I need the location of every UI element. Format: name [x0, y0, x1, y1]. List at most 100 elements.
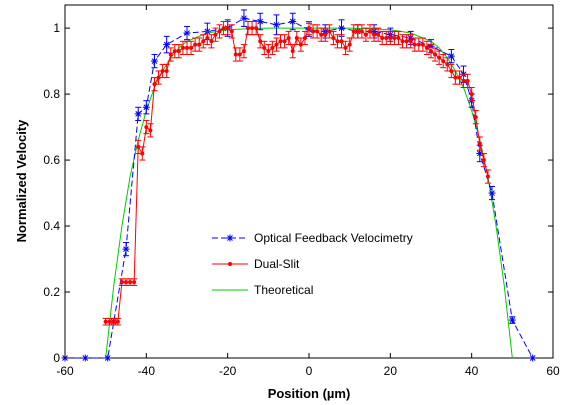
- data-point: [189, 45, 194, 50]
- data-point: [447, 52, 455, 60]
- y-tick-label: 0.2: [43, 285, 60, 299]
- data-point: [347, 42, 352, 47]
- data-point: [400, 39, 405, 44]
- data-point: [465, 78, 470, 83]
- data-point: [115, 319, 120, 324]
- data-point: [193, 42, 198, 47]
- data-point: [221, 26, 226, 31]
- data-point: [488, 189, 496, 197]
- data-point: [416, 42, 421, 47]
- data-point: [172, 49, 177, 54]
- data-point: [160, 68, 165, 73]
- data-point: [148, 128, 153, 133]
- data-point: [144, 125, 149, 130]
- data-point: [152, 82, 157, 87]
- data-point: [457, 75, 462, 80]
- legend-label: Dual-Slit: [254, 257, 300, 271]
- data-point: [225, 26, 230, 31]
- data-point: [453, 75, 458, 80]
- data-point: [104, 354, 112, 362]
- data-point: [122, 245, 130, 253]
- data-point: [477, 141, 482, 146]
- legend-marker-stroke: [227, 235, 233, 241]
- x-tick-label: -40: [138, 364, 156, 378]
- y-tick-label: 1: [53, 21, 60, 35]
- data-point: [368, 29, 372, 34]
- y-tick-label: 0: [53, 351, 60, 365]
- x-tick-label: 60: [546, 364, 560, 378]
- data-point: [396, 35, 401, 40]
- x-tick-label: 20: [384, 364, 398, 378]
- data-point: [319, 32, 324, 37]
- data-point: [289, 17, 297, 25]
- data-point: [213, 32, 218, 37]
- data-point: [274, 42, 279, 47]
- data-point: [408, 39, 413, 44]
- data-point: [380, 35, 385, 40]
- data-point: [508, 316, 516, 324]
- legend-item-optical-feedback-velocimetry: Optical Feedback Velocimetry: [212, 231, 413, 245]
- x-axis-title: Position (µm): [268, 386, 351, 401]
- data-point: [185, 45, 189, 50]
- data-point: [254, 26, 259, 31]
- marker-stroke: [82, 355, 89, 361]
- marker-stroke: [338, 25, 345, 31]
- y-tick-label: 0.6: [43, 153, 60, 167]
- marker-stroke: [509, 317, 516, 323]
- data-point: [250, 26, 255, 31]
- legend-marker: [228, 262, 232, 266]
- data-point: [355, 29, 360, 34]
- data-point: [163, 41, 171, 49]
- marker-stroke: [529, 355, 536, 361]
- data-point: [335, 39, 340, 44]
- data-point: [384, 35, 389, 40]
- data-point: [124, 280, 128, 285]
- data-point: [119, 280, 124, 285]
- data-point: [278, 39, 283, 44]
- legend-item-theoretical: Theoretical: [212, 283, 313, 297]
- data-point: [392, 35, 397, 40]
- data-point: [404, 39, 409, 44]
- axis-ticks: -60 -40 -20 0 20 40 60 0 0.2 0.4 0.6 0.8 1: [43, 5, 560, 378]
- data-point: [241, 49, 246, 54]
- data-point: [323, 32, 328, 37]
- x-tick-label: -20: [219, 364, 237, 378]
- data-point: [469, 92, 474, 97]
- y-axis-title: Normalized Velocity: [14, 119, 29, 243]
- x-tick-label: -60: [56, 364, 74, 378]
- data-point: [343, 45, 348, 50]
- data-point: [180, 45, 185, 50]
- data-point: [339, 39, 344, 44]
- x-tick-label: 40: [465, 364, 479, 378]
- marker-stroke: [135, 111, 142, 117]
- y-tick-label: 0.8: [43, 87, 60, 101]
- marker-stroke: [489, 190, 495, 196]
- data-point: [128, 280, 133, 285]
- data-point: [441, 59, 446, 64]
- data-point: [142, 103, 150, 111]
- marker-stroke: [273, 21, 280, 28]
- legend: Optical Feedback Velocimetry Dual-Slit The…: [212, 231, 413, 297]
- data-point: [150, 57, 158, 65]
- plot-area: [64, 4, 554, 359]
- data-point: [270, 45, 275, 50]
- data-point: [229, 29, 234, 34]
- data-point: [529, 354, 537, 362]
- data-point: [311, 29, 316, 34]
- marker-stroke: [163, 41, 170, 48]
- data-point: [176, 49, 181, 54]
- data-point: [445, 62, 450, 67]
- data-point: [272, 21, 280, 29]
- data-point: [420, 42, 425, 47]
- data-point: [363, 32, 368, 37]
- marker-stroke: [123, 246, 129, 252]
- data-point: [168, 52, 173, 57]
- x-tick-label: 0: [306, 364, 313, 378]
- data-point: [437, 55, 442, 60]
- data-point: [111, 319, 116, 324]
- data-point: [481, 158, 486, 163]
- legend-item-dual-slit: Dual-Slit: [212, 257, 300, 271]
- data-point: [449, 68, 454, 73]
- data-point: [473, 115, 478, 120]
